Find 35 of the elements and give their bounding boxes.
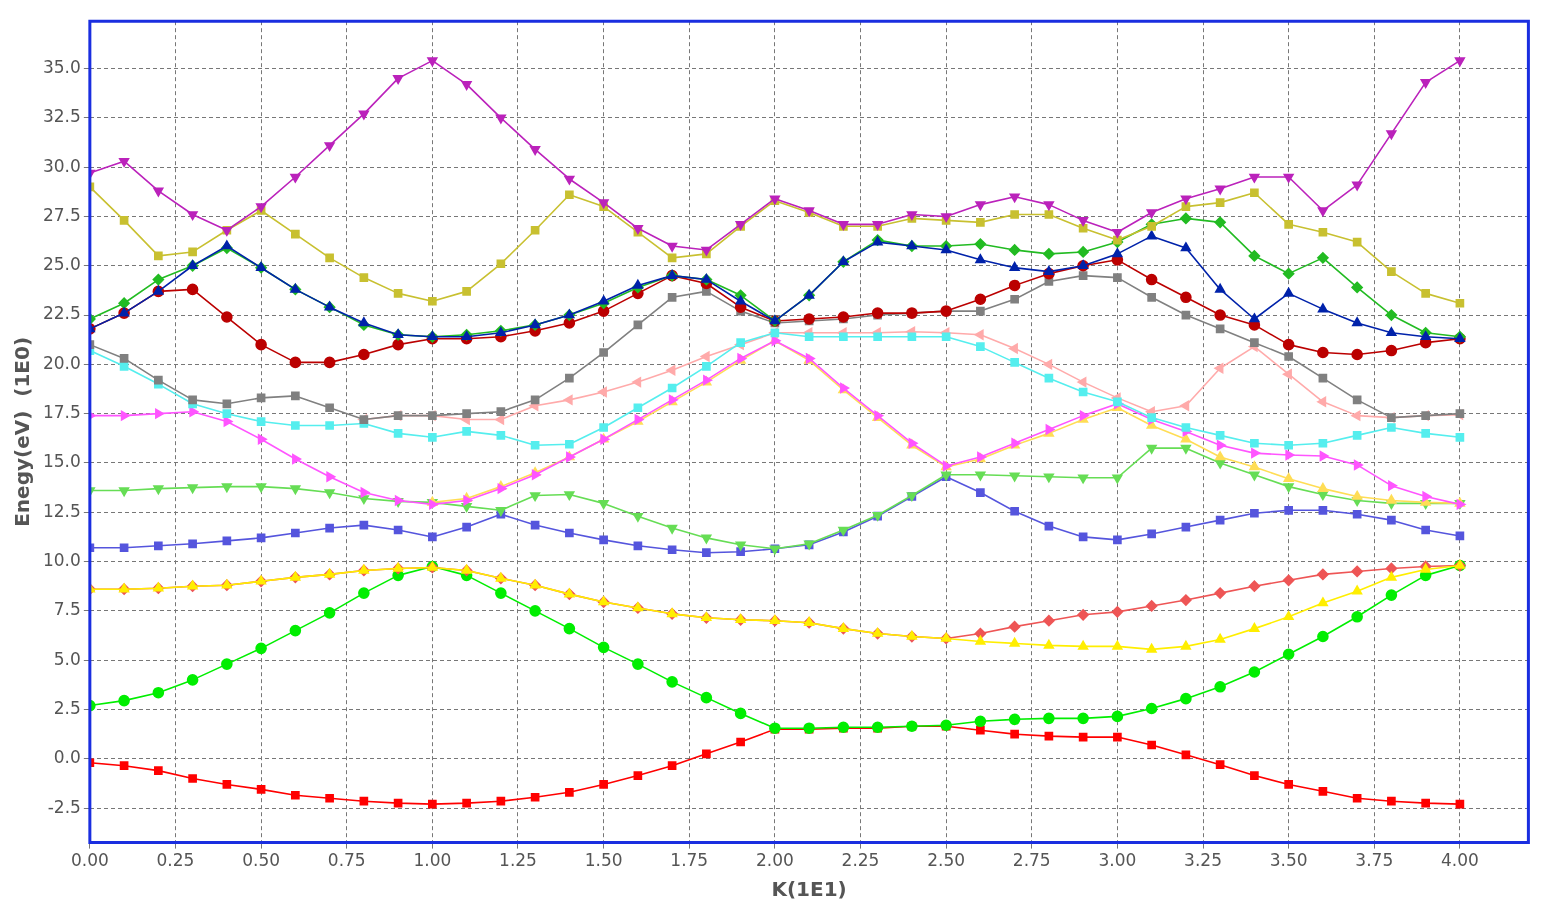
y-tick-label: -2.5: [47, 796, 81, 817]
y-tick-label: 2.5: [53, 697, 81, 718]
y-tick-label: 10.0: [42, 549, 81, 570]
x-axis-title: K(1E1): [771, 877, 847, 902]
x-tick-label: 2.25: [841, 850, 880, 871]
y-tick-label: 7.5: [53, 599, 81, 620]
x-tick-label: 4.00: [1440, 850, 1479, 871]
x-tick-label: 1.25: [499, 850, 537, 871]
x-tick-label: 2.00: [755, 850, 794, 871]
x-tick-label: 2.75: [1012, 850, 1051, 871]
y-tick-label: 5.0: [53, 648, 81, 669]
x-tick-label: 1.00: [413, 850, 452, 871]
y-tick-label: 32.5: [42, 106, 81, 127]
y-tick-label: 30.0: [42, 155, 81, 176]
y-tick-label: 20.0: [42, 352, 81, 373]
x-tick-label: 3.50: [1269, 850, 1308, 871]
x-tick-label: 0.75: [327, 850, 366, 871]
y-axis-title: Enegy(eV) (1E0): [10, 336, 35, 527]
x-tick-label: 2.50: [927, 850, 966, 871]
x-tick-label: 0.25: [156, 850, 195, 871]
y-tick-label: 22.5: [42, 303, 81, 324]
x-tick-label: 3.00: [1098, 850, 1137, 871]
x-tick-label: 0.00: [70, 850, 109, 871]
y-tick-label: 15.0: [42, 451, 81, 472]
x-tick-label: 1.50: [584, 850, 623, 871]
y-tick-label: 25.0: [42, 254, 81, 275]
x-tick-label: 3.25: [1184, 850, 1222, 871]
y-tick-label: 27.5: [42, 204, 81, 225]
y-tick-label: 17.5: [42, 402, 81, 423]
x-tick-label: 0.50: [242, 850, 281, 871]
y-tick-label: 12.5: [42, 500, 81, 521]
x-tick-label: 3.75: [1355, 850, 1394, 871]
x-tick-label: 1.75: [670, 850, 709, 871]
y-tick-label: 0.0: [53, 747, 81, 768]
y-tick-label: 35.0: [42, 56, 81, 77]
